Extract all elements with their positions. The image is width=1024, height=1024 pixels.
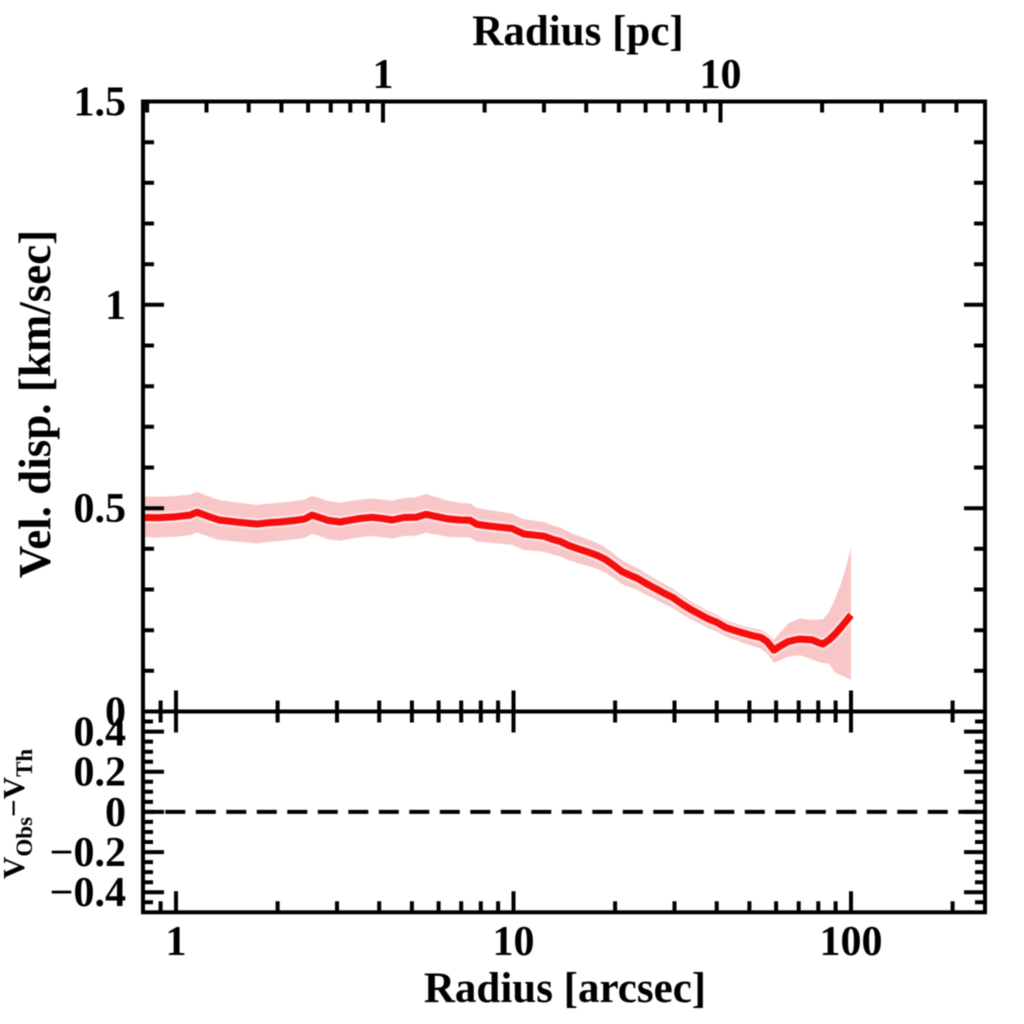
svg-text:Vel. disp. [km/sec]: Vel. disp. [km/sec] — [10, 230, 60, 578]
svg-text:−0.2: −0.2 — [50, 830, 126, 876]
svg-text:Radius [pc]: Radius [pc] — [472, 8, 683, 55]
svg-text:0.5: 0.5 — [74, 486, 127, 532]
svg-text:1: 1 — [166, 919, 187, 965]
svg-text:−0.4: −0.4 — [50, 870, 126, 916]
svg-text:10: 10 — [700, 52, 742, 98]
svg-text:10: 10 — [493, 919, 535, 965]
svg-text:0: 0 — [105, 690, 126, 736]
svg-text:0: 0 — [105, 790, 126, 836]
svg-text:100: 100 — [820, 919, 883, 965]
svg-text:1.5: 1.5 — [74, 80, 127, 126]
svg-text:0.4: 0.4 — [74, 710, 127, 756]
svg-text:0.2: 0.2 — [74, 750, 127, 796]
svg-text:1: 1 — [105, 283, 126, 329]
svg-text:Radius [arcsec]: Radius [arcsec] — [424, 965, 706, 1012]
svg-text:1: 1 — [373, 52, 394, 98]
